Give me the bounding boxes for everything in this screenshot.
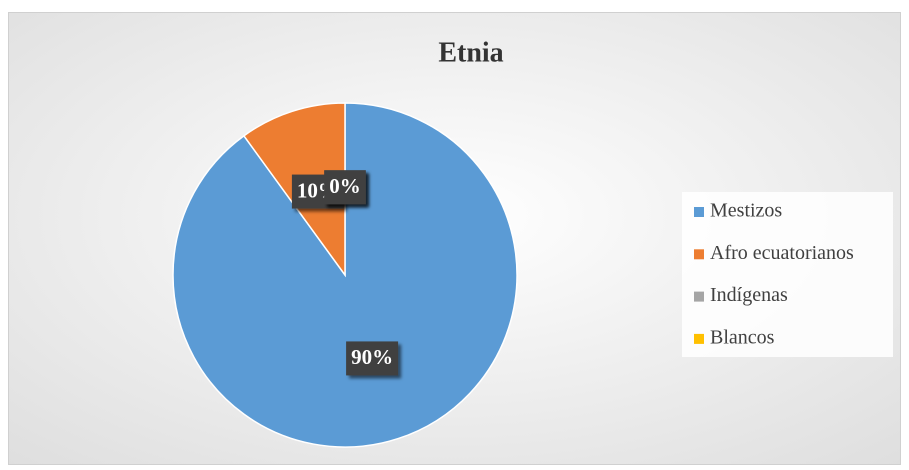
chart-title: Etnia bbox=[438, 37, 503, 68]
legend-label: Indígenas bbox=[710, 284, 788, 306]
legend-swatch bbox=[694, 207, 704, 217]
legend-label: Afro ecuatorianos bbox=[710, 242, 854, 264]
legend-swatch bbox=[694, 333, 704, 344]
legend-swatch bbox=[694, 249, 704, 260]
legend-label: Mestizos bbox=[710, 200, 782, 222]
data-label-text: 0% bbox=[329, 174, 361, 198]
data-label: 90% bbox=[346, 341, 399, 376]
legend-label: Blancos bbox=[710, 326, 775, 348]
pie-slice bbox=[172, 102, 518, 448]
data-label: 0% bbox=[324, 170, 366, 205]
data-label-box bbox=[346, 341, 399, 376]
data-label-box bbox=[324, 170, 366, 205]
legend-swatch bbox=[694, 291, 704, 302]
legend-box bbox=[682, 192, 893, 357]
data-label-text: 90% bbox=[351, 345, 393, 369]
